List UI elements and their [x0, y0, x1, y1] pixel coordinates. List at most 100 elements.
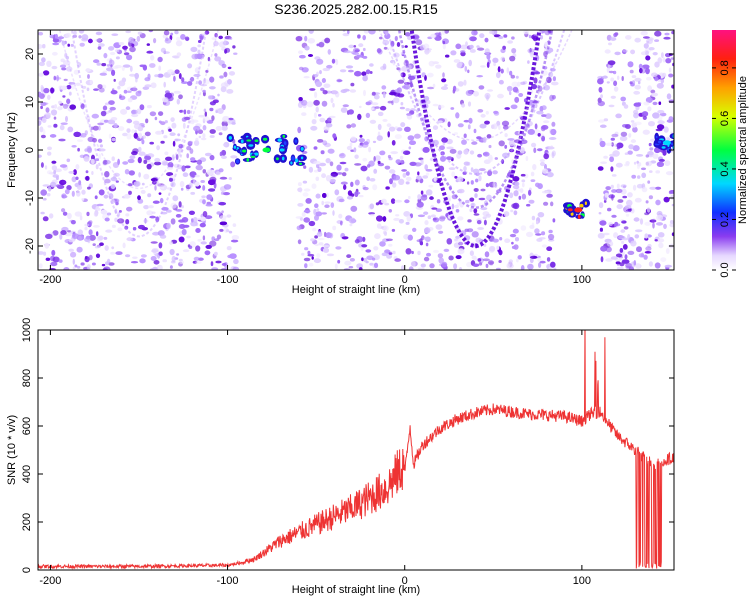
spectrogram-cell	[509, 192, 514, 199]
spectrogram-cell	[610, 137, 615, 141]
spectrogram-cell	[150, 82, 157, 89]
snr-y-label: SNR (10 * v/v)	[6, 415, 18, 485]
spectrogram-cell	[101, 63, 107, 67]
spectrogram-cell	[314, 203, 319, 208]
spectrogram-cell	[332, 225, 337, 231]
spectrogram-cell	[161, 160, 169, 166]
spectrogram-cell	[228, 177, 232, 180]
spectrogram-cell	[385, 238, 393, 242]
spectrogram-cell	[221, 63, 227, 69]
spectrogram-cell	[316, 43, 320, 47]
spectrogram-cell	[92, 125, 99, 131]
spectrogram-cell	[51, 89, 54, 93]
spectrogram-cell	[163, 135, 168, 139]
spectrogram-feature-core	[294, 139, 298, 143]
spectrogram-cell	[529, 224, 535, 229]
spectrogram-cell	[645, 55, 651, 61]
spectrogram-cell	[120, 108, 128, 115]
spectrogram-cell	[58, 259, 63, 263]
spectrogram-cell	[483, 219, 487, 226]
spectrogram-cell	[176, 148, 184, 153]
spectrogram-cell	[146, 43, 150, 46]
spectrogram-arc	[378, 30, 573, 142]
spectrogram-cell	[627, 150, 633, 155]
spectrogram-cell	[223, 141, 230, 148]
spectrogram-cell	[218, 35, 223, 40]
spectrogram-cell	[91, 113, 100, 119]
spectrogram-cell	[209, 154, 215, 161]
spectrogram-cell	[544, 163, 547, 171]
spectrogram-cell	[303, 76, 310, 79]
spectrogram-cell	[178, 201, 182, 208]
spectrogram-cell	[200, 84, 208, 87]
spectrogram-cell	[43, 102, 49, 105]
spectrogram-cell	[518, 195, 522, 200]
spectrogram-cell	[102, 105, 108, 111]
spectrogram-cell	[473, 128, 477, 134]
spectrogram-cell	[457, 188, 465, 194]
spectrogram-cell	[473, 257, 479, 261]
spectrogram-cell	[405, 221, 410, 225]
spectrogram-cell	[496, 72, 501, 79]
spectrogram-cell	[537, 148, 543, 152]
spectrogram-cell	[611, 189, 617, 193]
spectrogram-cell	[643, 36, 650, 39]
spectrogram-cell	[221, 149, 227, 156]
spectrogram-cell	[167, 162, 174, 168]
spectrogram-cell	[549, 94, 554, 102]
spectrogram-cell	[615, 253, 623, 258]
spectrogram-cell	[536, 110, 544, 115]
spectrogram-cell	[145, 118, 149, 124]
spectrogram-cell	[186, 153, 189, 159]
spectrogram-cell	[147, 193, 152, 198]
spectrogram-cell	[55, 184, 62, 188]
spectrogram-cell	[353, 147, 357, 153]
spectrogram-cell	[110, 184, 116, 190]
spectrogram-cell	[498, 140, 505, 147]
spectrogram-cell	[209, 129, 216, 134]
spectrogram-cell	[647, 180, 651, 184]
spectrogram-cell	[314, 235, 318, 239]
spectrogram-cell	[177, 151, 181, 157]
spectrogram-cell	[453, 263, 458, 270]
spectrogram-cell	[122, 64, 131, 68]
spectrogram-cell	[117, 158, 120, 165]
spectrogram-cell	[103, 194, 109, 199]
spectrogram-cell	[61, 193, 67, 199]
spectrogram-cell	[392, 250, 396, 255]
spectrogram-cell	[605, 186, 611, 191]
spectrogram-cell	[371, 102, 379, 106]
spectrogram-cell	[175, 40, 183, 47]
spectrogram-cell	[329, 178, 336, 183]
spectrogram-cell	[454, 204, 459, 209]
spectrogram-cell	[354, 191, 359, 198]
spectrogram-cell	[204, 111, 207, 117]
spectrogram-cell	[361, 142, 369, 148]
spectrogram-cell	[480, 65, 486, 68]
spectrogram-cell	[47, 146, 52, 151]
spectrogram-cell	[457, 150, 463, 155]
colorbar-gradient	[712, 30, 736, 270]
spectrogram-cell	[88, 38, 93, 44]
spectrogram-cell	[321, 173, 327, 179]
spectrogram-cell	[142, 86, 149, 90]
spectrogram-cell	[301, 212, 306, 217]
spectrogram-cell	[625, 124, 631, 129]
spectrogram-cell	[170, 202, 177, 209]
spectrogram-cell	[127, 183, 133, 187]
spectrogram-cell	[371, 257, 376, 261]
spectrogram-cell	[324, 204, 330, 208]
spectrogram-cell	[360, 165, 368, 172]
spectrogram-cell	[159, 186, 165, 190]
spectrogram-cell	[337, 259, 341, 264]
spectrogram-cell	[49, 213, 54, 219]
spectrogram-cell	[314, 243, 319, 247]
spectrogram-cell	[81, 189, 86, 195]
spectrogram-cell	[530, 83, 538, 90]
spectrogram-cell	[298, 66, 304, 71]
spectrogram-cell	[99, 242, 104, 246]
spectrogram-cell	[514, 181, 520, 187]
spectrogram-cell	[424, 220, 429, 226]
spectrogram-cell	[408, 266, 414, 270]
spectrogram-cell	[431, 207, 438, 210]
